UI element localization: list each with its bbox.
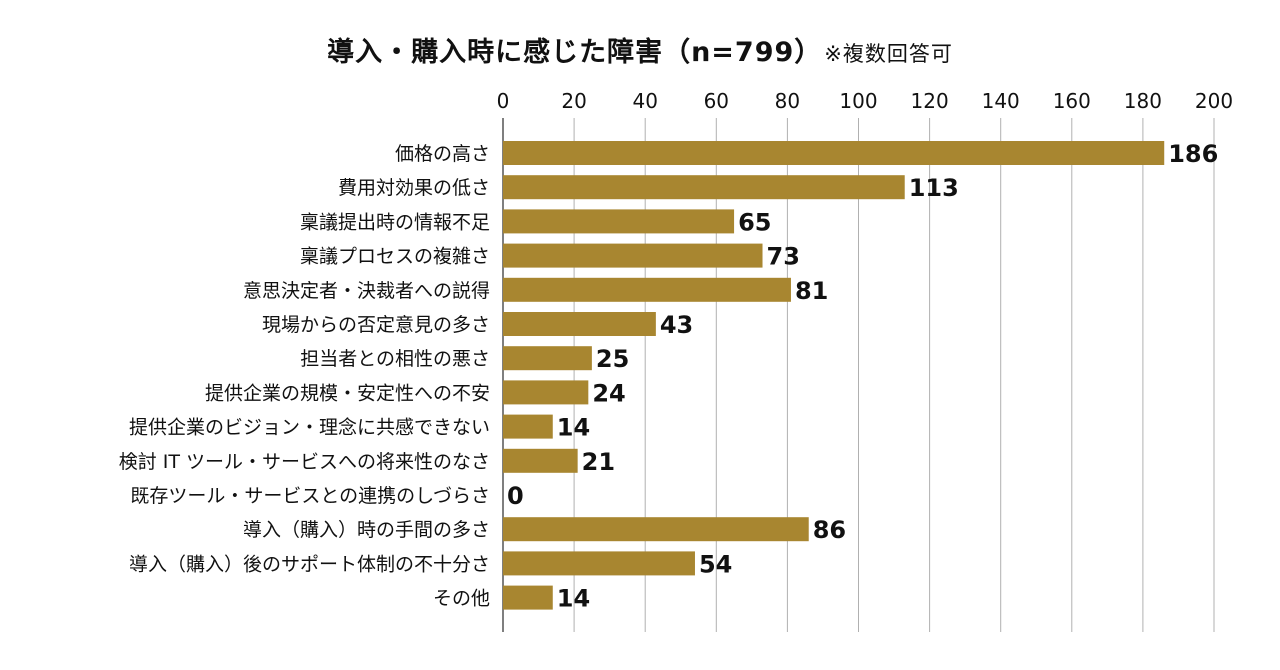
- bar: [503, 141, 1165, 165]
- bar: [503, 175, 905, 200]
- category-label: 現場からの否定意見の多さ: [262, 314, 490, 336]
- value-label: 86: [813, 516, 846, 544]
- category-label: 意思決定者・決裁者への説得: [243, 280, 490, 302]
- x-tick-label: 40: [632, 89, 657, 113]
- x-tick-label: 120: [911, 89, 949, 113]
- value-label: 25: [596, 345, 629, 373]
- value-label: 24: [592, 379, 625, 407]
- value-label: 21: [582, 448, 615, 476]
- bar: [503, 551, 695, 576]
- value-label: 43: [660, 311, 693, 339]
- value-label: 54: [699, 550, 732, 578]
- bar: [503, 414, 553, 439]
- chart-title: 導入・購入時に感じた障害（n=799）※複数回答可: [0, 30, 1280, 69]
- x-tick-label: 100: [839, 89, 877, 113]
- value-label: 186: [1168, 140, 1218, 168]
- x-tick-label: 160: [1053, 89, 1091, 113]
- category-label: 提供企業の規模・安定性への不安: [205, 382, 490, 404]
- chart-title-main: 導入・購入時に感じた障害（n=799）: [327, 37, 823, 68]
- category-label: 導入（購入）後のサポート体制の不十分さ: [129, 553, 490, 575]
- value-label: 0: [507, 482, 524, 510]
- value-label: 113: [909, 174, 959, 202]
- bar: [503, 585, 553, 610]
- x-tick-label: 180: [1124, 89, 1162, 113]
- x-tick-label: 60: [704, 89, 729, 113]
- value-label: 65: [738, 208, 771, 236]
- bar: [503, 448, 578, 473]
- bar: [503, 243, 763, 268]
- bar: [503, 380, 589, 405]
- x-tick-label: 20: [561, 89, 586, 113]
- x-tick-label: 80: [775, 89, 800, 113]
- x-tick-label: 140: [982, 89, 1020, 113]
- category-label: 担当者との相性の悪さ: [300, 348, 490, 370]
- x-tick-label: 200: [1195, 89, 1233, 113]
- bar: [503, 517, 809, 542]
- category-label: 費用対効果の低さ: [338, 177, 490, 199]
- bar: [503, 209, 735, 234]
- category-label: その他: [433, 588, 490, 610]
- category-label: 既存ツール・サービスとの連携のしづらさ: [130, 485, 490, 507]
- bar: [503, 346, 592, 371]
- bar: [503, 312, 656, 336]
- x-tick-label: 0: [497, 89, 510, 113]
- bar: [503, 277, 791, 302]
- value-label: 14: [557, 585, 590, 613]
- value-label: 73: [767, 243, 800, 271]
- category-label: 提供企業のビジョン・理念に共感できない: [129, 416, 490, 439]
- chart-title-note: ※複数回答可: [824, 42, 953, 66]
- category-label: 価格の高さ: [395, 143, 490, 165]
- category-label: 稟議プロセスの複雑さ: [300, 246, 490, 268]
- value-label: 81: [795, 277, 828, 305]
- category-label: 検討 IT ツール・サービスへの将来性のなさ: [119, 451, 490, 473]
- value-label: 14: [557, 414, 590, 442]
- category-label: 稟議提出時の情報不足: [300, 211, 490, 233]
- category-label: 導入（購入）時の手間の多さ: [243, 519, 490, 541]
